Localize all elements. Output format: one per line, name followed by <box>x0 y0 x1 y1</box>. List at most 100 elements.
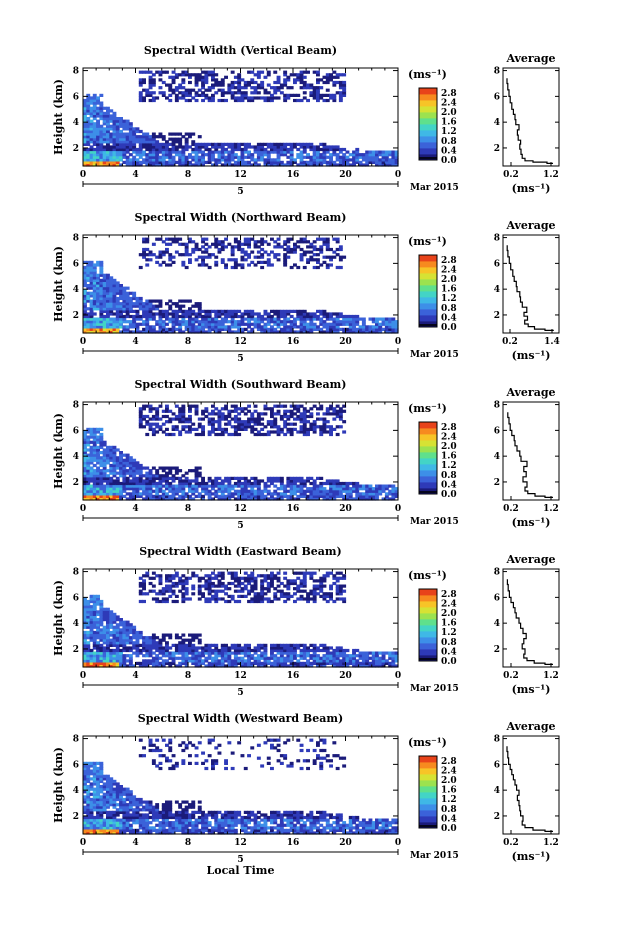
heatmap-cell <box>178 320 183 324</box>
heatmap-cell <box>329 153 333 157</box>
heatmap-cell <box>106 612 110 616</box>
heatmap-cell <box>207 325 212 329</box>
heatmap-cell <box>125 145 130 149</box>
heatmap-cell <box>181 417 186 421</box>
heatmap-cell <box>128 322 133 326</box>
heatmap-cell <box>309 414 314 419</box>
heatmap-cell <box>151 484 156 488</box>
heatmap-cell <box>329 489 333 493</box>
heatmap-cell <box>96 109 100 113</box>
heatmap-cell <box>92 312 97 316</box>
heatmap-cell <box>204 664 209 668</box>
heatmap-cell <box>155 163 160 167</box>
heatmap-cell <box>194 574 199 578</box>
heatmap-cell <box>89 145 94 149</box>
heatmap-cell <box>96 440 100 444</box>
heatmap-cell <box>260 320 265 324</box>
heatmap-cell <box>83 307 87 311</box>
heatmap-cell <box>309 312 314 316</box>
heatmap-cell <box>273 317 278 321</box>
heatmap-cell <box>102 330 107 334</box>
heatmap-cell <box>165 312 169 316</box>
heatmap-cell <box>96 263 100 267</box>
heatmap-cell <box>89 114 94 118</box>
heatmap-cell <box>151 479 156 483</box>
heatmap-cell <box>296 147 301 152</box>
heatmap-cell <box>151 432 156 437</box>
heatmap-cell <box>335 147 340 152</box>
heatmap-cell <box>83 147 87 152</box>
heatmap-cell <box>135 137 140 141</box>
heatmap-cell <box>132 643 137 647</box>
heatmap-cell <box>89 98 94 103</box>
heatmap-cell <box>204 656 209 660</box>
heatmap-cell <box>194 91 199 95</box>
heatmap-cell <box>89 476 94 480</box>
heatmap-cell <box>325 481 330 486</box>
heatmap-cell <box>178 646 183 650</box>
heatmap-cell <box>135 487 140 491</box>
heatmap-cell <box>135 330 140 334</box>
heatmap-cell <box>128 302 133 306</box>
heatmap-cell <box>165 404 169 408</box>
heatmap-cell <box>119 466 123 470</box>
heatmap-cell <box>243 237 248 241</box>
heatmap-cell <box>119 463 123 468</box>
heatmap-cell <box>83 111 87 115</box>
heatmap-cell <box>178 158 183 162</box>
heatmap-cell <box>224 320 228 324</box>
heatmap-cell <box>109 135 114 139</box>
heatmap-cell <box>204 145 209 149</box>
heatmap-cell <box>115 466 120 470</box>
heatmap-cell <box>83 636 87 640</box>
heatmap-cell <box>220 242 225 246</box>
heatmap-cell <box>83 448 87 452</box>
heatmap-cell <box>283 325 288 329</box>
heatmap-cell <box>322 98 327 103</box>
heatmap-cell <box>112 330 117 334</box>
heatmap-cell <box>138 469 143 473</box>
heatmap-cell <box>299 155 304 159</box>
heatmap-cell <box>243 145 248 149</box>
heatmap-cell <box>309 427 314 431</box>
heatmap-cell <box>161 664 166 668</box>
heatmap-cell <box>207 314 212 319</box>
heatmap-cell <box>102 469 107 473</box>
heatmap-cell <box>289 160 294 164</box>
heatmap-cell <box>158 487 163 491</box>
heatmap-cell <box>220 158 225 162</box>
heatmap-cell <box>119 314 123 319</box>
heatmap-cell <box>92 163 97 167</box>
heatmap-cell <box>220 479 225 483</box>
heatmap-cell <box>312 494 317 498</box>
heatmap-cell <box>102 289 107 293</box>
heatmap-cell <box>201 86 205 90</box>
heatmap-cell <box>161 492 166 496</box>
heatmap-cell <box>168 466 173 470</box>
heatmap-cell <box>148 484 153 488</box>
heatmap-cell <box>155 648 160 653</box>
heatmap-cell <box>92 497 97 501</box>
heatmap-cell <box>112 286 117 290</box>
heatmap-cell <box>86 137 91 141</box>
heatmap-cell <box>96 278 100 282</box>
heatmap-cell <box>102 150 107 154</box>
heatmap-cell <box>233 153 238 157</box>
heatmap-cell <box>368 489 373 493</box>
colorbar-frame <box>418 87 438 161</box>
heatmap-cell <box>89 466 94 470</box>
heatmap-cell <box>83 284 87 288</box>
heatmap-cell <box>273 330 278 334</box>
heatmap-cell <box>83 281 87 285</box>
heatmap-cell <box>211 325 215 329</box>
heatmap-cell <box>102 458 107 462</box>
heatmap-cell <box>194 661 199 665</box>
heatmap-cell <box>119 451 123 455</box>
heatmap-cell <box>125 469 130 473</box>
heatmap-cell <box>306 487 310 491</box>
heatmap-cell <box>309 487 314 491</box>
heatmap-cell <box>119 147 123 152</box>
heatmap-cell <box>335 247 340 252</box>
heatmap-cell <box>188 327 192 331</box>
heatmap-cell <box>332 492 337 496</box>
